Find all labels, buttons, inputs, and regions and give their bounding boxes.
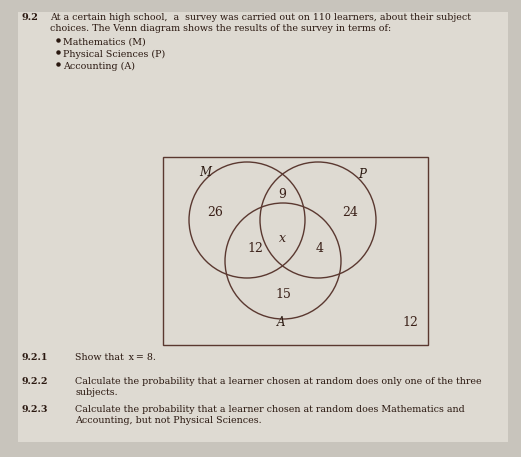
- Text: 9.2.3: 9.2.3: [22, 405, 48, 414]
- Text: 9.2.2: 9.2.2: [22, 377, 48, 386]
- Text: Accounting, but not Physical Sciences.: Accounting, but not Physical Sciences.: [75, 416, 262, 425]
- Text: 9.2.1: 9.2.1: [22, 353, 48, 362]
- Text: 15: 15: [275, 287, 291, 301]
- Text: Mathematics (M): Mathematics (M): [63, 38, 146, 47]
- Text: At a certain high school,  a  survey was carried out on 110 learners, about thei: At a certain high school, a survey was c…: [50, 13, 471, 22]
- Text: Physical Sciences (P): Physical Sciences (P): [63, 50, 165, 59]
- Text: P: P: [358, 168, 366, 181]
- Text: 12: 12: [247, 242, 263, 255]
- Text: Calculate the probability that a learner chosen at random does only one of the t: Calculate the probability that a learner…: [75, 377, 481, 386]
- Text: x: x: [279, 232, 286, 244]
- Text: 12: 12: [402, 317, 418, 329]
- Text: 24: 24: [342, 206, 358, 218]
- Text: 9: 9: [279, 187, 287, 201]
- Text: choices. The Venn diagram shows the results of the survey in terms of:: choices. The Venn diagram shows the resu…: [50, 24, 391, 33]
- Text: subjects.: subjects.: [75, 388, 118, 397]
- Text: Calculate the probability that a learner chosen at random does Mathematics and: Calculate the probability that a learner…: [75, 405, 465, 414]
- Text: Accounting (A): Accounting (A): [63, 62, 135, 71]
- Bar: [163, 157, 428, 345]
- Text: 9.2: 9.2: [22, 13, 39, 22]
- Text: 4: 4: [316, 242, 324, 255]
- Text: A: A: [277, 317, 286, 329]
- Text: 26: 26: [207, 206, 223, 218]
- Text: M: M: [199, 165, 211, 179]
- Text: Show that  x = 8.: Show that x = 8.: [75, 353, 156, 362]
